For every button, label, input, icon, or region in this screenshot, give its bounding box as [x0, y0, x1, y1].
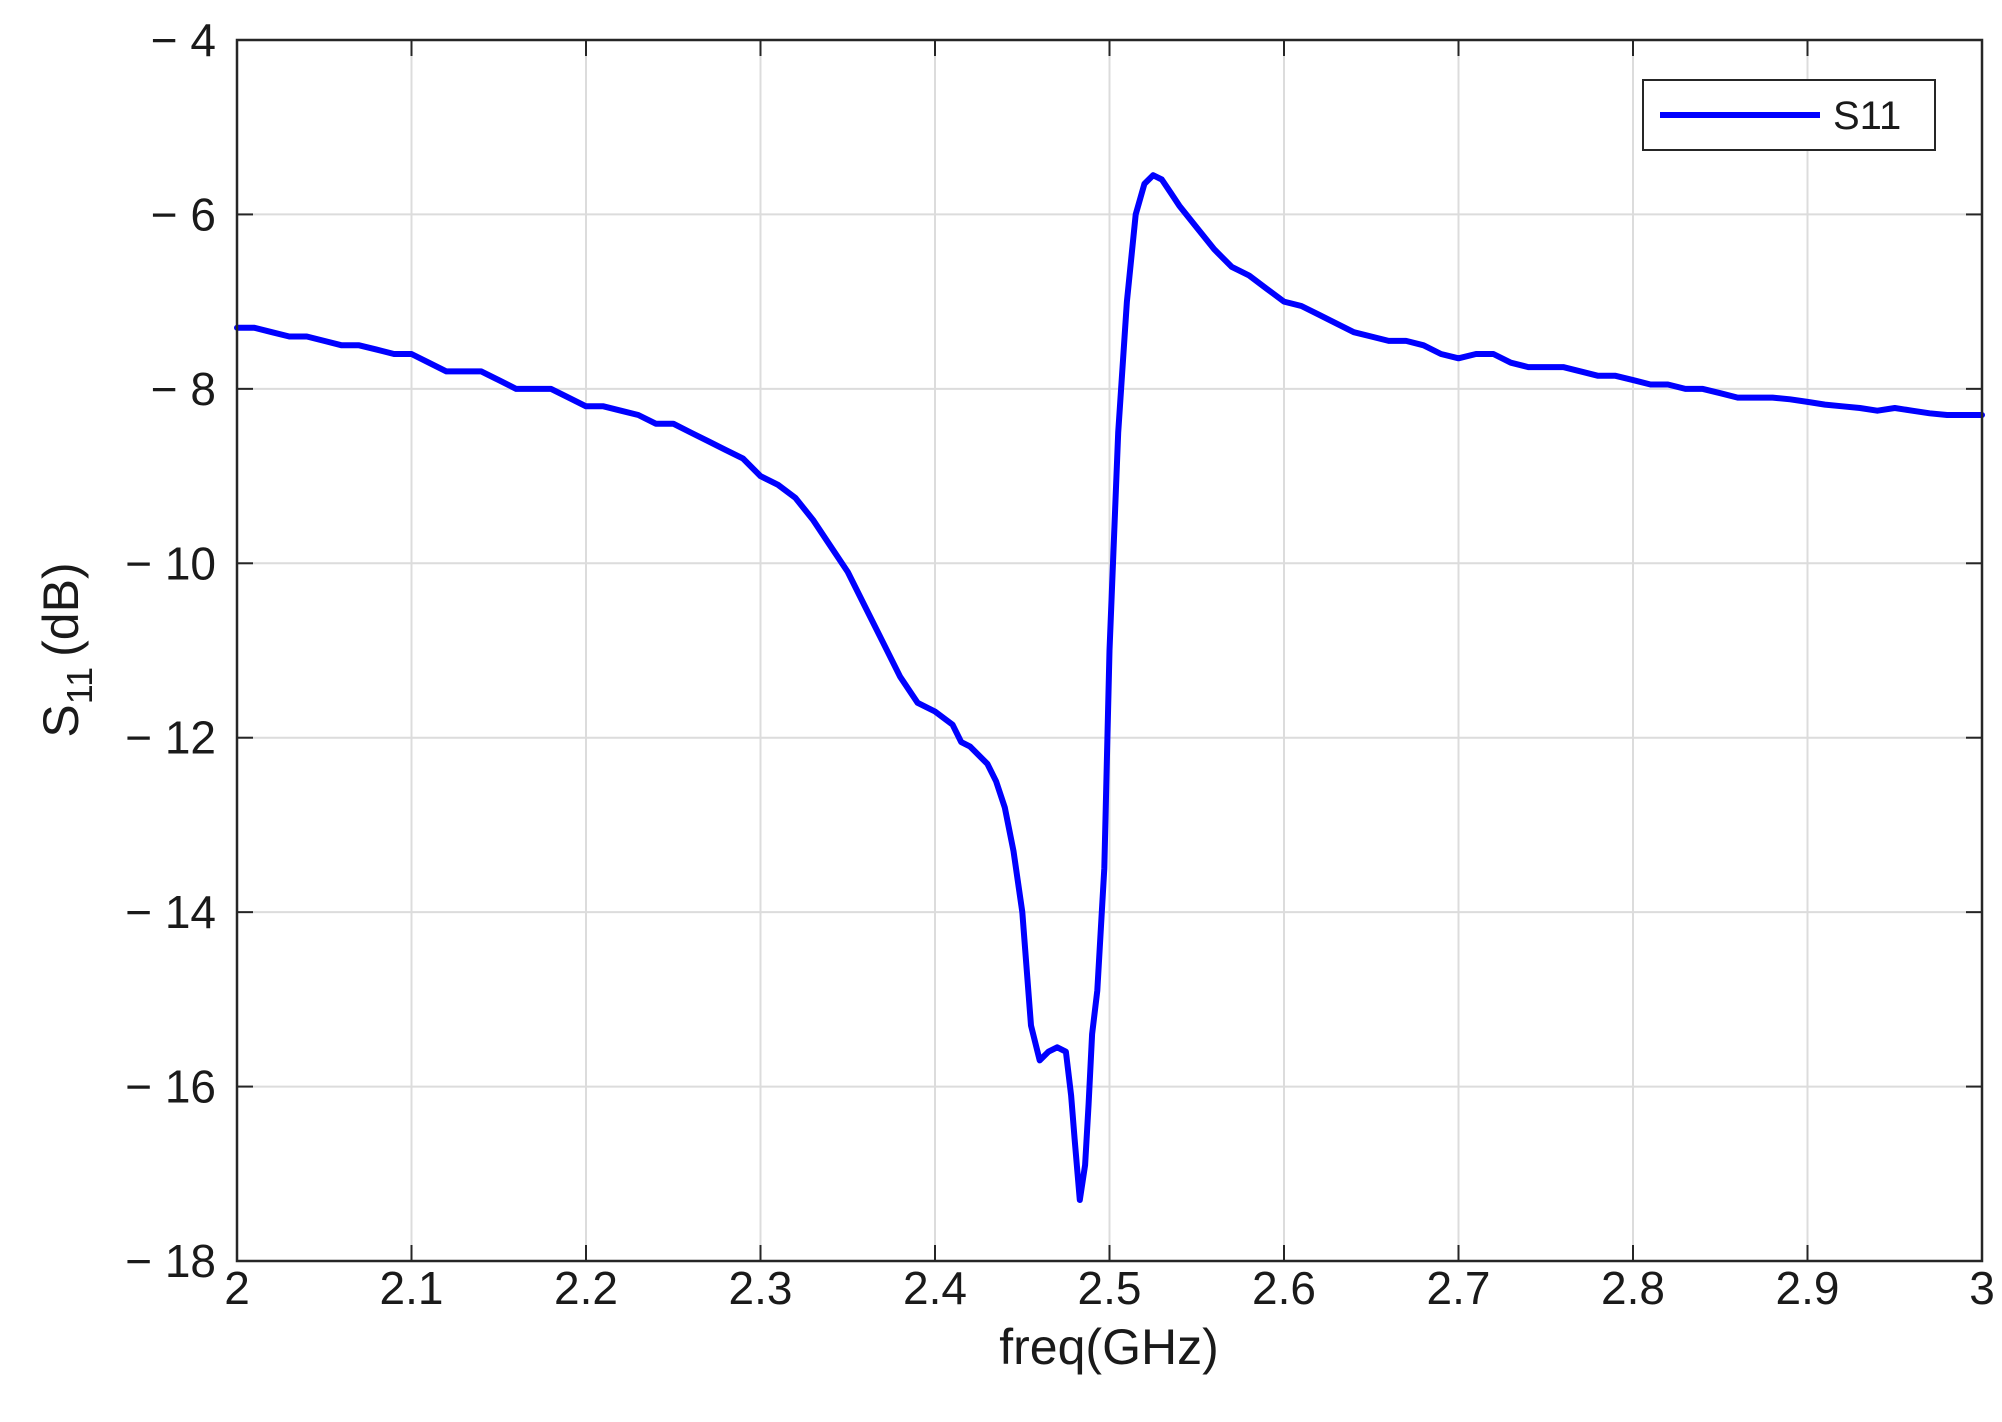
x-tick-label: 3: [1969, 1262, 1995, 1314]
y-tick-label: − 18: [125, 1235, 216, 1287]
x-tick-labels: 2 2.1 2.2 2.3 2.4 2.5 2.6 2.7 2.8 2.9 3: [224, 1262, 1995, 1314]
y-tick-label: − 6: [151, 188, 216, 240]
x-tick-label: 2.8: [1601, 1262, 1665, 1314]
x-tick-label: 2.1: [380, 1262, 444, 1314]
y-tick-label: − 16: [125, 1061, 216, 1113]
x-tick-label: 2.2: [554, 1262, 618, 1314]
series-line-s11: [234, 172, 1985, 1203]
x-tick-label: 2.9: [1776, 1262, 1840, 1314]
x-tick-label: 2.7: [1427, 1262, 1491, 1314]
x-tick-label: 2.3: [729, 1262, 793, 1314]
x-tick-label: 2.4: [903, 1262, 967, 1314]
y-axis-label-subscript: 11: [59, 667, 100, 704]
series-layer: [234, 172, 1985, 1203]
y-tick-labels: − 18 − 16 − 14 − 12 − 10 − 8 − 6 − 4: [125, 14, 216, 1287]
x-tick-label: 2.6: [1252, 1262, 1316, 1314]
y-tick-label: − 10: [125, 537, 216, 589]
x-tick-label: 2.5: [1078, 1262, 1142, 1314]
plot-frame: [235, 38, 1984, 1263]
y-tick-label: − 8: [151, 363, 216, 415]
x-tick-label: 2: [224, 1262, 250, 1314]
y-tick-label: − 4: [151, 14, 216, 66]
legend-label-s11: S11: [1833, 94, 1901, 138]
y-axis-label-main: S: [33, 704, 89, 737]
x-axis-label: freq(GHz): [999, 1319, 1218, 1375]
legend: S11: [1642, 79, 1936, 151]
y-tick-label: − 12: [125, 712, 216, 764]
y-axis-label: S11 (dB): [33, 562, 100, 737]
y-axis-label-unit: (dB): [33, 562, 89, 656]
svg-text:S11(dB): S11 (dB): [33, 562, 100, 737]
y-tick-label: − 14: [125, 886, 216, 938]
